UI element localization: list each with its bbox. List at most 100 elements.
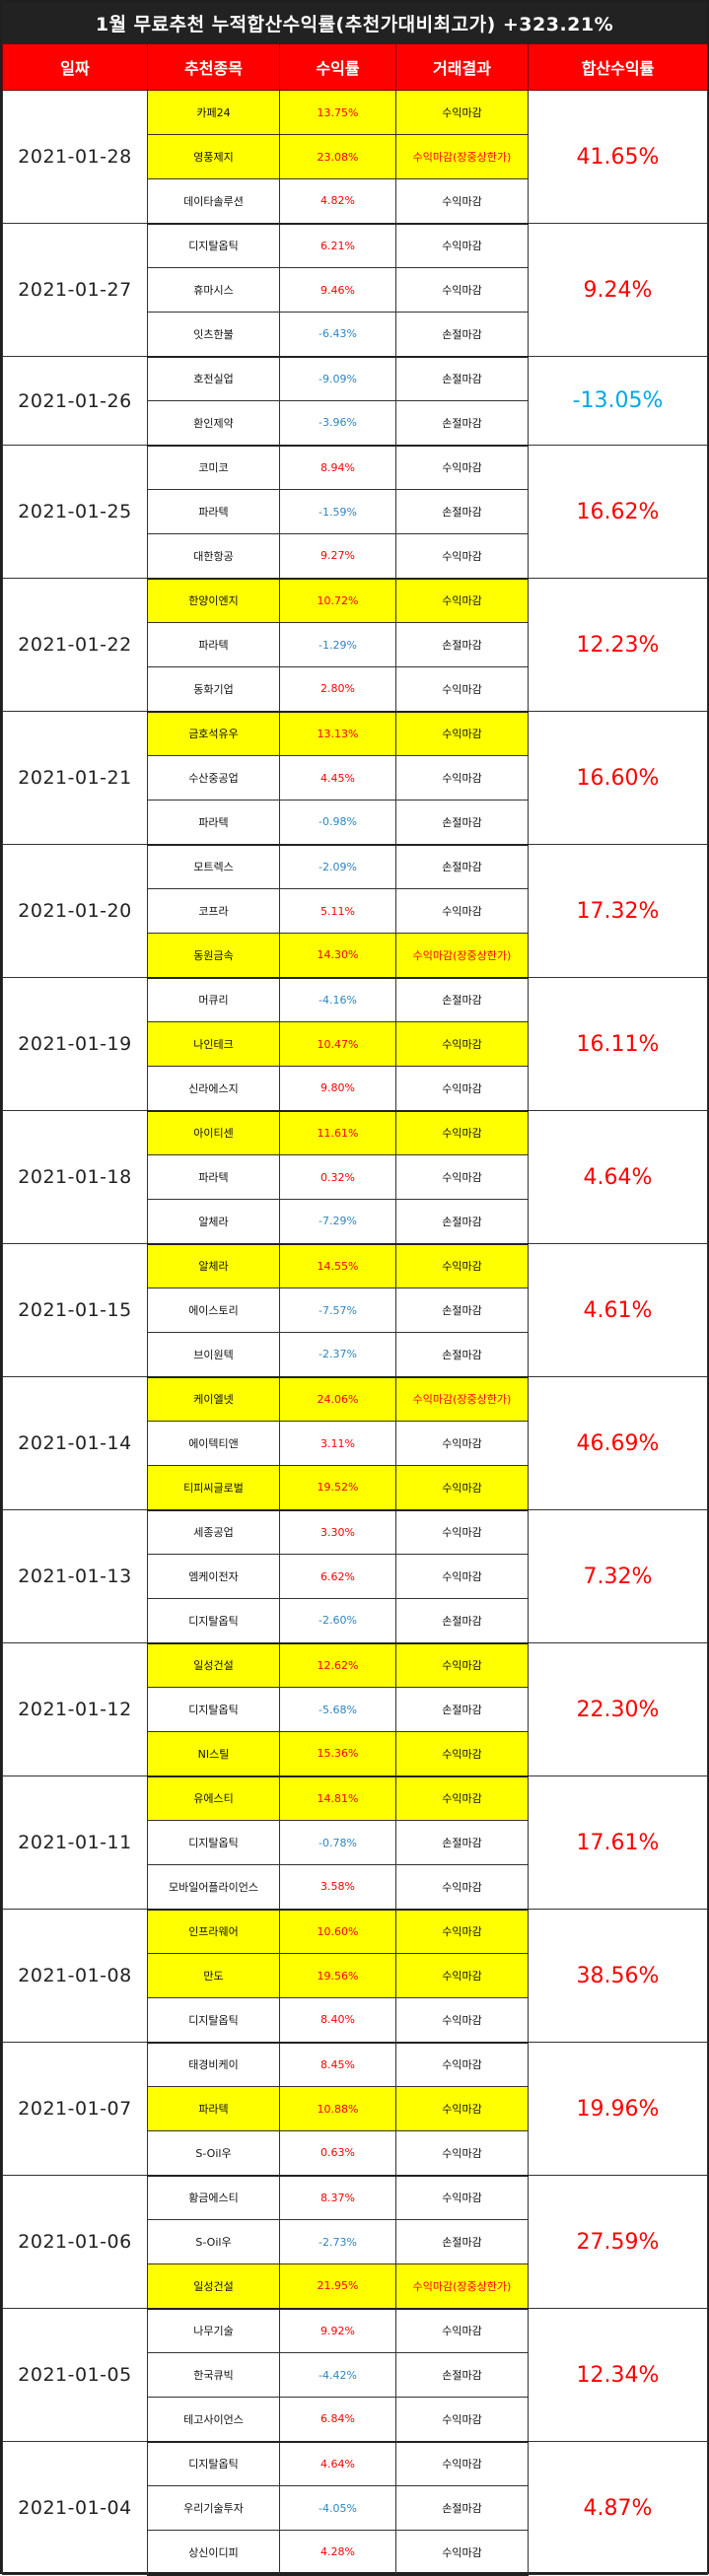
- table-row: 2021-01-19 머큐리 -4.16% 손절마감 16.11%: [2, 977, 708, 1111]
- result-cell: 수익마감: [395, 1864, 529, 1911]
- table-row: 잇츠한불 -6.43% 손절마감: [3, 312, 708, 358]
- return-cell: -7.57%: [279, 1288, 396, 1333]
- return-cell: 8.40%: [279, 1997, 396, 2044]
- date-cell: 2021-01-14: [2, 1376, 148, 1510]
- result-cell: 수익마감: [395, 2130, 529, 2177]
- return-cell: 8.37%: [279, 2175, 396, 2220]
- cumulative-cell: 27.59%: [528, 2175, 708, 2309]
- return-cell: -1.29%: [279, 622, 396, 667]
- date-cell: 2021-01-26: [2, 356, 148, 446]
- stock-cell: 브이원텍: [147, 1332, 280, 1378]
- table-row: 2021-01-11 유에스티 14.81% 수익마감 17.61%: [2, 1775, 708, 1910]
- return-cell: 19.52%: [279, 1465, 396, 1511]
- result-cell: 손절마감: [395, 356, 529, 401]
- page-title: 1월 무료추천 누적합산수익률(추천가대비최고가) +323.21%: [2, 2, 707, 43]
- return-cell: 2.80%: [279, 666, 396, 713]
- cumulative-cell: 17.61%: [528, 1775, 708, 1910]
- cumulative-cell: 46.69%: [528, 1376, 708, 1510]
- returns-table: 일짜 추천종목 수익률 거래결과 합산수익률 2021-01-28 카페24 13.…: [2, 43, 708, 2576]
- cumulative-cell: 12.34%: [528, 2308, 708, 2442]
- stock-cell: 나인테크: [147, 1021, 280, 1067]
- table-row: 2021-01-13 세종공업 3.30% 수익마감 7.32%: [2, 1509, 708, 1643]
- table-row: 동화기업 2.80% 수익마감: [3, 666, 708, 713]
- cumulative-cell: 17.32%: [528, 844, 708, 978]
- return-cell: 6.21%: [279, 223, 396, 268]
- result-cell: 수익마감: [395, 711, 529, 756]
- table-row: 2021-01-25 코미코 8.94% 수익마감 16.62%: [2, 445, 708, 579]
- stock-cell: 테고사이언스: [147, 2397, 280, 2443]
- return-cell: -1.59%: [279, 489, 396, 534]
- stock-cell: 환인제약: [147, 400, 280, 447]
- table-row: NI스틸 15.36% 수익마감: [3, 1731, 708, 1777]
- result-cell: 수익마감: [395, 1953, 529, 1998]
- table-row: S-Oil우 0.63% 수익마감: [3, 2130, 708, 2177]
- stock-cell: 일성건설: [147, 1642, 280, 1688]
- cumulative-cell: 41.65%: [528, 90, 708, 224]
- table-row: 상신이디피 4.28% 수익마감: [3, 2530, 708, 2576]
- result-cell: 수익마감: [395, 2042, 529, 2087]
- stock-cell: 동원금속: [147, 933, 280, 979]
- return-cell: 6.84%: [279, 2397, 396, 2443]
- result-cell: 수익마감: [395, 1642, 529, 1688]
- stock-cell: 파라텍: [147, 800, 280, 846]
- table-body: 2021-01-28 카페24 13.75% 수익마감 41.65% 영풍제지 23.08%…: [2, 90, 708, 2576]
- return-cell: 11.61%: [279, 1110, 396, 1155]
- result-cell: 수익마감: [395, 1775, 529, 1821]
- result-cell: 수익마감: [395, 2397, 529, 2443]
- table-row: 파라텍 -0.98% 손절마감: [3, 800, 708, 846]
- stock-cell: 나무기술: [147, 2308, 280, 2353]
- table-row: 2021-01-26 호전실업 -9.09% 손절마감 -13.05%: [2, 356, 708, 446]
- date-cell: 2021-01-13: [2, 1509, 148, 1643]
- cumulative-cell: -13.05%: [528, 356, 708, 446]
- return-cell: 8.45%: [279, 2042, 396, 2087]
- header-return: 수익률: [279, 43, 396, 91]
- stock-cell: S-Oil우: [147, 2130, 280, 2177]
- table-row: 2021-01-27 디지탈옵틱 6.21% 수익마감 9.24%: [2, 223, 708, 357]
- return-cell: -0.98%: [279, 800, 396, 846]
- return-cell: 15.36%: [279, 1731, 396, 1777]
- result-cell: 수익마감(장중상한가): [395, 2263, 529, 2310]
- stock-cell: 한양이엔지: [147, 578, 280, 623]
- header-stock: 추천종목: [147, 43, 280, 91]
- result-cell: 손절마감: [395, 2485, 529, 2531]
- stock-cell: 태경비케이: [147, 2042, 280, 2087]
- return-cell: -2.73%: [279, 2219, 396, 2264]
- result-cell: 수익마감: [395, 90, 529, 135]
- table-row: 파라텍 10.88% 수익마감: [3, 2086, 708, 2131]
- cumulative-cell: 9.24%: [528, 223, 708, 357]
- cumulative-cell: 12.23%: [528, 578, 708, 712]
- result-cell: 수익마감: [395, 2308, 529, 2353]
- header-result: 거래결과: [395, 43, 529, 91]
- return-cell: 3.58%: [279, 1864, 396, 1911]
- table-row: 동원금속 14.30% 수익마감(장중상한가): [3, 933, 708, 979]
- stock-cell: 디지탈옵틱: [147, 223, 280, 268]
- result-cell: 손절마감: [395, 844, 529, 889]
- date-cell: 2021-01-19: [2, 977, 148, 1111]
- result-cell: 수익마감: [395, 888, 529, 934]
- result-cell: 수익마감: [395, 2530, 529, 2576]
- return-cell: 21.95%: [279, 2263, 396, 2310]
- stock-cell: 만도: [147, 1953, 280, 1998]
- result-cell: 손절마감: [395, 1687, 529, 1732]
- date-cell: 2021-01-21: [2, 711, 148, 845]
- header-cumulative: 합산수익률: [528, 43, 708, 91]
- table-row: 대한항공 9.27% 수익마감: [3, 533, 708, 580]
- table-row: 2021-01-18 아이티센 11.61% 수익마감 4.64%: [2, 1110, 708, 1244]
- result-cell: 손절마감: [395, 1332, 529, 1378]
- stock-cell: 디지탈옵틱: [147, 1687, 280, 1732]
- stock-cell: 파라텍: [147, 1154, 280, 1200]
- cumulative-cell: 4.61%: [528, 1243, 708, 1377]
- table-row: 2021-01-22 한양이엔지 10.72% 수익마감 12.23%: [2, 578, 708, 712]
- date-cell: 2021-01-12: [2, 1642, 148, 1776]
- return-cell: 14.81%: [279, 1775, 396, 1821]
- result-cell: 손절마감: [395, 1820, 529, 1865]
- stock-cell: S-Oil우: [147, 2219, 280, 2264]
- table-row: 휴마시스 9.46% 수익마감: [3, 267, 708, 313]
- stock-cell: 알체라: [147, 1199, 280, 1245]
- stock-cell: 상신이디피: [147, 2530, 280, 2576]
- return-cell: 4.28%: [279, 2530, 396, 2576]
- return-cell: 6.62%: [279, 1554, 396, 1599]
- return-cell: 13.75%: [279, 90, 396, 135]
- return-cell: -0.78%: [279, 1820, 396, 1865]
